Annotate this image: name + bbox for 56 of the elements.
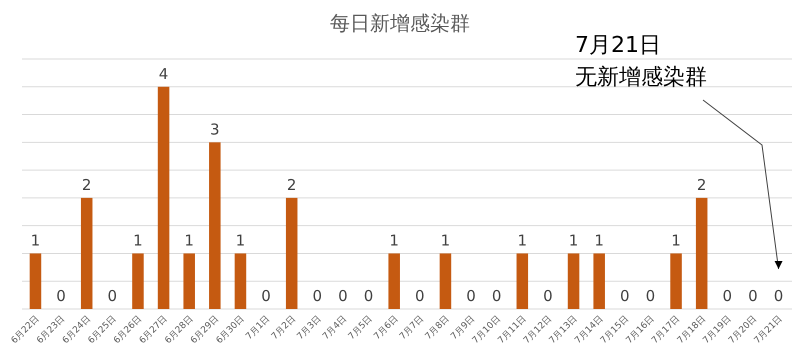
data-label: 2 (286, 176, 296, 194)
text: 7月21日 (575, 33, 661, 58)
data-label: 0 (722, 287, 732, 305)
data-label: 1 (30, 231, 40, 250)
data-label: 0 (543, 287, 553, 305)
data-label: 0 (415, 287, 425, 305)
data-label: 4 (158, 64, 168, 83)
data-label: 0 (620, 287, 630, 305)
data-label: 0 (312, 287, 322, 305)
data-label: 1 (184, 231, 194, 250)
data-label: 1 (440, 231, 450, 250)
bar (516, 253, 528, 309)
data-label: 3 (210, 120, 220, 138)
bar (670, 253, 682, 309)
data-label: 0 (56, 287, 66, 305)
bar (440, 253, 452, 309)
data-label: 1 (133, 231, 143, 250)
bar (132, 253, 144, 309)
data-label: 0 (338, 287, 348, 305)
data-label: 0 (466, 287, 476, 305)
bar (158, 86, 170, 309)
x-tick-label: 7月8日 (424, 314, 452, 342)
bar (234, 253, 246, 309)
data-label: 1 (389, 231, 399, 250)
bar (568, 253, 580, 309)
x-tick-label: 7月4日 (321, 314, 350, 342)
x-tick-label: 7月6日 (372, 314, 400, 342)
data-label: 0 (492, 287, 502, 305)
data-label: 0 (774, 287, 784, 305)
data-label: 2 (82, 176, 92, 194)
data-label: 0 (108, 287, 118, 305)
data-label: 1 (236, 231, 246, 250)
x-tick-label: 7月1日 (244, 314, 272, 342)
data-label: 0 (364, 287, 374, 305)
data-label: 2 (696, 176, 706, 194)
x-tick-label: 7月3日 (296, 314, 324, 342)
annotation: 无新增感染群 (575, 65, 707, 90)
bar (388, 253, 400, 309)
data-label: 1 (594, 231, 604, 250)
data-label: 1 (671, 231, 681, 250)
chart-title: 每日新增感染群 (330, 11, 470, 35)
bar (30, 253, 42, 309)
bar (286, 198, 298, 309)
data-label: 0 (261, 287, 271, 305)
data-label: 1 (568, 231, 578, 250)
data-label: 0 (748, 287, 758, 305)
bar (209, 142, 221, 309)
bar (183, 253, 195, 309)
x-tick-label: 7月2日 (270, 314, 298, 342)
x-tick-label: 7月5日 (346, 314, 375, 342)
x-tick-label: 7月7日 (398, 314, 426, 342)
bar (593, 253, 605, 309)
bar (80, 198, 92, 309)
data-label: 0 (646, 287, 656, 305)
bar (696, 198, 708, 309)
data-label: 1 (518, 231, 528, 250)
